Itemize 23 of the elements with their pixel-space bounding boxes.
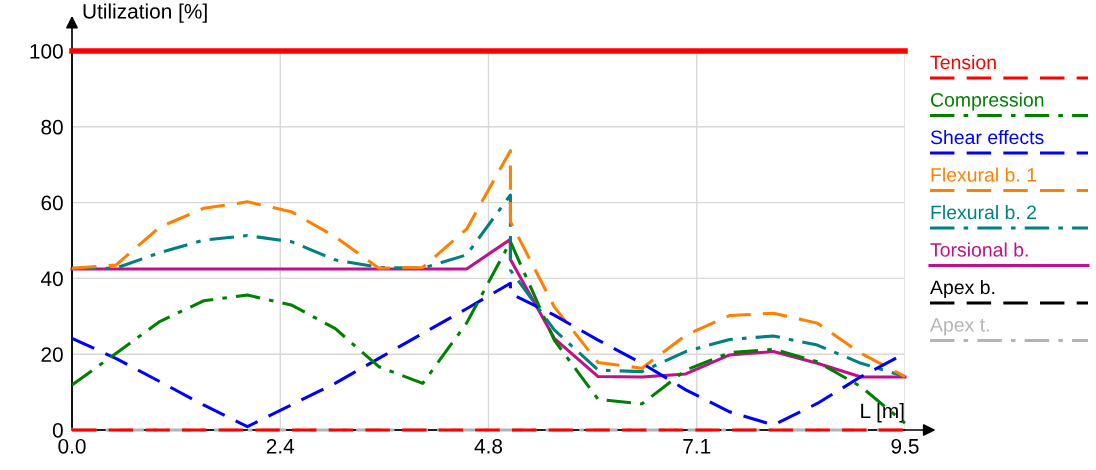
x-tick-label: 4.8 xyxy=(474,438,503,454)
text: Shear effects xyxy=(930,129,1044,145)
line-series xyxy=(70,240,907,425)
y-tick-label: 40 xyxy=(40,271,63,287)
text: Apex t. xyxy=(930,318,989,336)
x-tick-label: 9.5 xyxy=(891,438,919,454)
x-tick-label: 7.1 xyxy=(683,439,711,454)
y-tick-label: 20 xyxy=(41,347,63,362)
x-tick-label: 2.4 xyxy=(266,438,295,454)
text: Tension xyxy=(930,54,996,70)
line-series xyxy=(70,149,907,379)
x-tick-label: 0.0 xyxy=(58,438,86,454)
text: Flexural b. 2 xyxy=(931,204,1037,220)
y-tick-label: 60 xyxy=(41,195,63,211)
text: Flexural b. 1 xyxy=(931,167,1037,182)
text: Torsional b. xyxy=(930,242,1028,257)
legend-label: Apex b. xyxy=(930,279,995,299)
y-tick-label: 80 xyxy=(41,119,63,135)
y-tick-label: 0 xyxy=(52,423,63,438)
y-axis-title: Utilization [%] xyxy=(83,3,207,23)
x-axis-title: L [m] xyxy=(861,403,904,423)
y-tick-label: 100 xyxy=(30,44,63,59)
text: Compression xyxy=(930,92,1044,111)
